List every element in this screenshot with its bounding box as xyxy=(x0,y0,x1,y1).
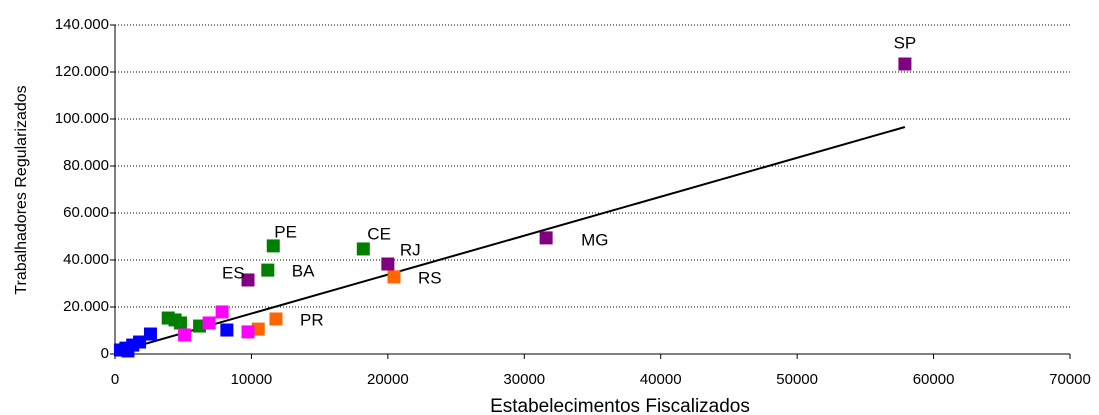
y-tick-label: 80.000 xyxy=(63,157,109,174)
point xyxy=(241,325,255,339)
point xyxy=(178,328,192,342)
y-tick-label: 40.000 xyxy=(63,251,109,268)
point xyxy=(143,327,157,341)
point xyxy=(220,323,234,337)
point xyxy=(381,257,395,271)
point xyxy=(241,273,255,287)
x-tick-label: 70000 xyxy=(1049,371,1091,388)
point xyxy=(266,239,280,253)
x-tick-label: 60000 xyxy=(913,371,955,388)
point-label: CE xyxy=(367,224,391,243)
point xyxy=(356,242,370,256)
point xyxy=(261,263,275,277)
point xyxy=(173,316,187,330)
point xyxy=(251,322,265,336)
y-tick-label: 100.000 xyxy=(55,110,109,127)
point xyxy=(539,231,553,245)
point-label: SP xyxy=(894,33,917,52)
point xyxy=(387,270,401,284)
y-tick-label: 0 xyxy=(101,345,109,362)
x-tick-label: 40000 xyxy=(640,371,682,388)
y-axis-label: Trabalhadores Regularizados xyxy=(13,85,30,294)
point-label: PR xyxy=(300,310,324,329)
x-tick-label: 20000 xyxy=(367,371,409,388)
point xyxy=(215,305,229,319)
point xyxy=(202,316,216,330)
point-label: BA xyxy=(292,262,315,281)
point xyxy=(121,344,135,358)
point-label: RJ xyxy=(400,240,421,259)
point-label: RS xyxy=(418,268,442,287)
trendline xyxy=(116,126,906,353)
y-tick-label: 60.000 xyxy=(63,204,109,221)
point xyxy=(898,57,912,71)
x-axis-label: Estabelecimentos Fiscalizados xyxy=(490,396,750,415)
point xyxy=(269,312,283,326)
x-tick-label: 30000 xyxy=(503,371,545,388)
y-tick-label: 20.000 xyxy=(63,298,109,315)
y-tick-label: 140.000 xyxy=(55,16,109,33)
y-tick-label: 120.000 xyxy=(55,63,109,80)
point-label: PE xyxy=(274,222,297,241)
x-tick-label: 0 xyxy=(111,371,119,388)
point-label: MG xyxy=(581,230,608,249)
x-tick-label: 50000 xyxy=(776,371,818,388)
point-label: ES xyxy=(222,263,245,282)
x-tick-label: 10000 xyxy=(231,371,273,388)
